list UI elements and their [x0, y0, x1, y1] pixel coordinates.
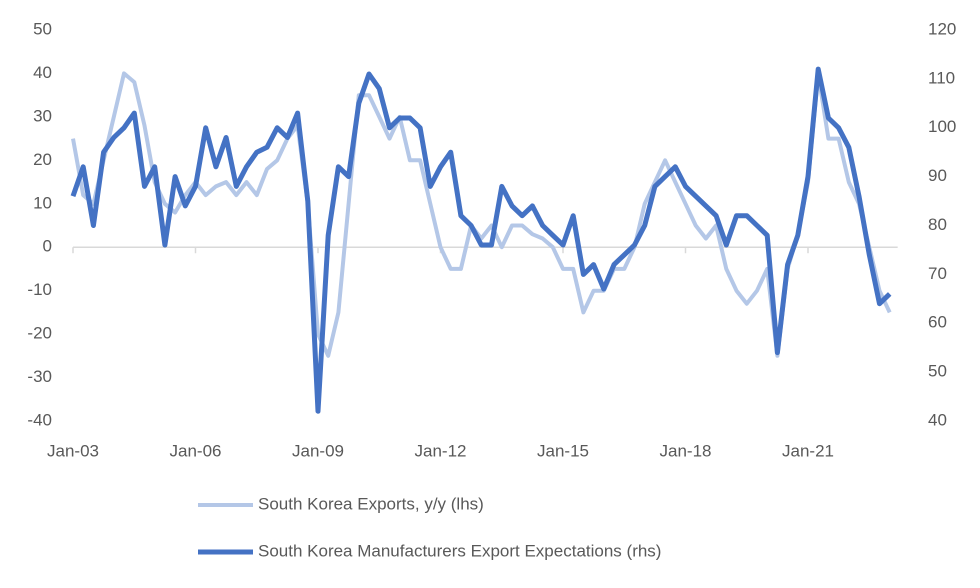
y-tick-label: -20	[27, 324, 52, 343]
y2-tick-label: 90	[928, 166, 947, 185]
y2-tick-label: 70	[928, 264, 947, 283]
y2-tick-label: 50	[928, 362, 947, 381]
y-tick-label: 40	[33, 63, 52, 82]
x-tick-label: Jan-09	[292, 441, 344, 460]
y2-tick-label: 80	[928, 215, 947, 234]
x-tick-label: Jan-18	[660, 441, 712, 460]
x-tick-label: Jan-21	[782, 441, 834, 460]
series-line	[70, 66, 892, 414]
legend-label: South Korea Exports, y/y (lhs)	[258, 494, 484, 513]
y-tick-label: 20	[33, 150, 52, 169]
x-tick-label: Jan-15	[537, 441, 589, 460]
y2-tick-label: 120	[928, 19, 956, 38]
y-tick-label: 50	[33, 19, 52, 38]
y-tick-label: -30	[27, 367, 52, 386]
y-tick-label: 0	[43, 237, 52, 256]
y2-tick-label: 100	[928, 117, 956, 136]
y-tick-label: -40	[27, 410, 52, 429]
y-tick-label: -10	[27, 280, 52, 299]
x-tick-label: Jan-03	[47, 441, 99, 460]
y2-tick-label: 40	[928, 410, 947, 429]
x-tick-label: Jan-06	[170, 441, 222, 460]
x-tick-label: Jan-12	[415, 441, 467, 460]
y2-tick-label: 60	[928, 313, 947, 332]
y-tick-label: 30	[33, 106, 52, 125]
legend-label: South Korea Manufacturers Export Expecta…	[258, 541, 661, 560]
y2-tick-label: 110	[928, 68, 955, 87]
series-line	[71, 71, 892, 358]
y-tick-label: 10	[33, 193, 52, 212]
